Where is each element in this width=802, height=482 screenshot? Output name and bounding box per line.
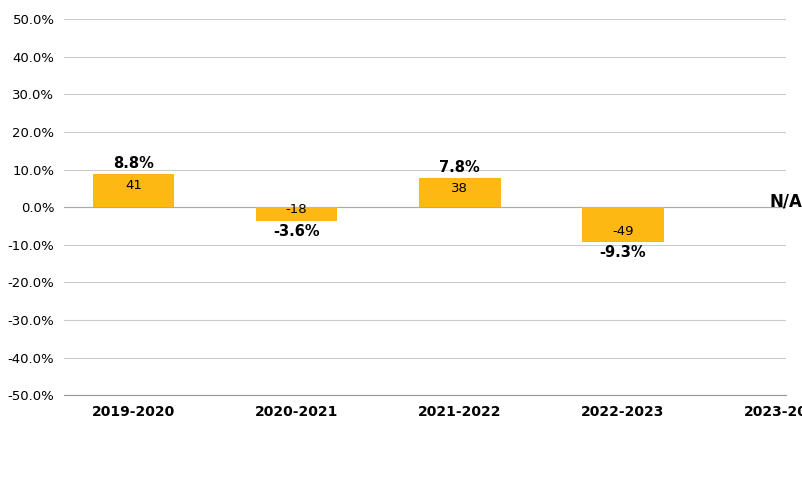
Text: -3.6%: -3.6%	[273, 224, 320, 239]
Text: -9.3%: -9.3%	[600, 245, 646, 260]
Text: N/A: N/A	[770, 193, 802, 211]
Text: -6.8%: -6.8%	[547, 442, 592, 456]
Text: 38: 38	[452, 183, 468, 195]
Bar	[256, 207, 338, 221]
Bar	[582, 207, 663, 242]
Text: -49: -49	[612, 225, 634, 238]
Text: 14.9%: 14.9%	[112, 442, 160, 456]
Bar	[93, 174, 174, 207]
Text: 3.1%: 3.1%	[406, 442, 444, 456]
Text: 8.8%: 8.8%	[113, 156, 154, 171]
Text: 16.4%: 16.4%	[690, 442, 738, 456]
Text: -3.4%: -3.4%	[258, 442, 303, 456]
Text: 7.8%: 7.8%	[439, 160, 480, 175]
Text: -18: -18	[286, 203, 307, 216]
Text: 41: 41	[125, 179, 142, 192]
Bar	[419, 178, 500, 207]
Text: % Change in
Applications: % Change in Applications	[4, 435, 97, 464]
